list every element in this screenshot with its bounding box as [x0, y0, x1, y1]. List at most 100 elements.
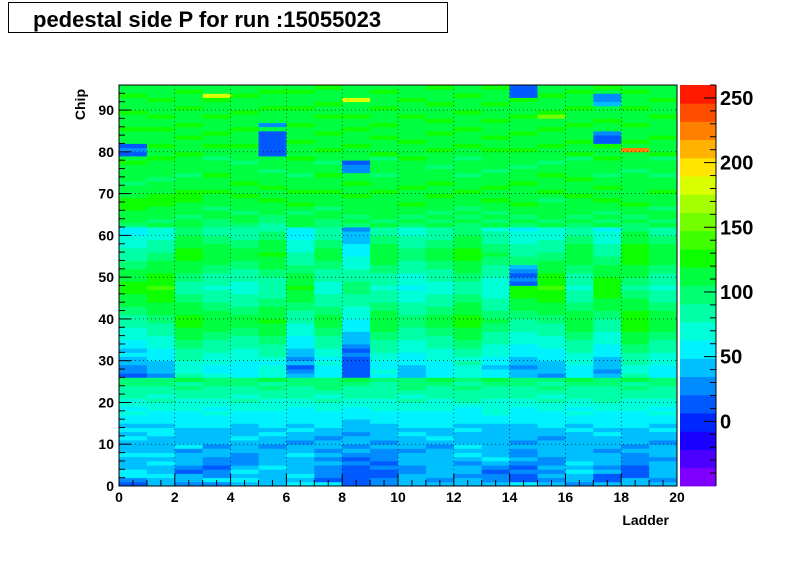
heatmap-cell [398, 118, 427, 123]
heatmap-cell [370, 314, 399, 320]
heatmap-cell [286, 206, 315, 211]
heatmap-cell [174, 414, 204, 420]
heatmap-cell [202, 168, 231, 174]
heatmap-cell [509, 281, 538, 286]
heatmap-cell [593, 135, 622, 140]
heatmap-cell [509, 385, 538, 391]
heatmap-cell [425, 298, 455, 303]
heatmap-cell [481, 419, 510, 424]
heatmap-cell [370, 477, 399, 483]
heatmap-cell [509, 440, 538, 445]
heatmap-cell [202, 264, 231, 270]
heatmap-cell [537, 168, 566, 174]
heatmap-cell [119, 281, 148, 286]
heatmap-cell [286, 369, 315, 374]
heatmap-cell [258, 389, 287, 395]
colorbar-tick-label: 0 [720, 411, 731, 433]
heatmap-cell [537, 176, 566, 182]
x-tick-label: 0 [115, 489, 123, 505]
heatmap-cell [565, 473, 594, 479]
heatmap-cell [342, 85, 371, 90]
heatmap-cell [370, 110, 399, 115]
heatmap-cell [286, 243, 315, 249]
heatmap-cell [286, 373, 315, 378]
heatmap-cell [453, 339, 483, 345]
heatmap-cell [342, 114, 371, 119]
heatmap-cell [649, 469, 678, 474]
heatmap-cell [537, 243, 566, 249]
heatmap-cell [119, 168, 148, 174]
heatmap-cell [593, 343, 622, 349]
colorbar-swatch [680, 376, 716, 396]
heatmap-cell [593, 469, 622, 474]
heatmap-cell [230, 181, 259, 186]
heatmap-cell [425, 339, 455, 345]
heatmap-cell [425, 398, 455, 403]
heatmap-cell [119, 256, 148, 261]
heatmap-cell [398, 469, 427, 474]
heatmap-cell [453, 473, 483, 479]
heatmap-cell [146, 118, 176, 123]
heatmap-cell [202, 114, 231, 119]
heatmap-cell [370, 360, 399, 366]
heatmap-cell [370, 364, 399, 370]
heatmap-cell [342, 406, 371, 412]
heatmap-cell [286, 164, 315, 169]
heatmap-cell [230, 85, 259, 90]
heatmap-cell [593, 318, 622, 324]
heatmap-cell [481, 465, 510, 470]
heatmap-cell [286, 440, 315, 445]
heatmap-cell [202, 444, 231, 449]
heatmap-cell [342, 185, 371, 190]
heatmap-cell [230, 151, 259, 157]
heatmap-cell [453, 356, 483, 362]
heatmap-cell [314, 147, 343, 153]
heatmap-cell [146, 264, 176, 270]
heatmap-cell [342, 252, 371, 257]
heatmap-cell [425, 348, 455, 353]
heatmap-cell [174, 398, 204, 403]
heatmap-cell [119, 335, 148, 341]
heatmap-cell [202, 243, 231, 249]
heatmap-cell [314, 306, 343, 311]
heatmap-cell [286, 110, 315, 115]
heatmap-cell [425, 231, 455, 236]
heatmap-cell [481, 473, 510, 479]
heatmap-cell [425, 197, 455, 203]
heatmap-cell [593, 285, 622, 291]
heatmap-cell [314, 469, 343, 474]
heatmap-cell [481, 201, 510, 207]
heatmap-cell [398, 389, 427, 395]
heatmap-cell [119, 272, 148, 278]
heatmap-cell [565, 147, 594, 153]
heatmap-cell [119, 448, 148, 453]
heatmap-cell [453, 243, 483, 249]
heatmap-cell [565, 97, 594, 103]
heatmap-cell [593, 435, 622, 441]
heatmap-cell [230, 465, 259, 470]
heatmap-cell [174, 302, 204, 307]
heatmap-cell [621, 452, 650, 458]
heatmap-cell [230, 306, 259, 311]
heatmap-cell [565, 410, 594, 416]
heatmap-cell [565, 369, 594, 374]
heatmap-cell [314, 227, 343, 232]
heatmap-cell [453, 381, 483, 387]
heatmap-cell [230, 172, 259, 178]
heatmap-cell [537, 406, 566, 412]
heatmap-cell [425, 385, 455, 391]
heatmap-cell [119, 126, 148, 132]
heatmap-cell [621, 160, 650, 165]
heatmap-cell [202, 440, 231, 445]
heatmap-cell [565, 477, 594, 483]
heatmap-cell [509, 135, 538, 140]
heatmap-cell [481, 93, 510, 98]
heatmap-cell [425, 147, 455, 153]
heatmap-cell [370, 85, 399, 90]
heatmap-cell [425, 394, 455, 399]
heatmap-cell [398, 185, 427, 190]
heatmap-cell [453, 206, 483, 211]
heatmap-cell [230, 110, 259, 115]
heatmap-cell [202, 172, 231, 178]
heatmap-cell [202, 185, 231, 190]
